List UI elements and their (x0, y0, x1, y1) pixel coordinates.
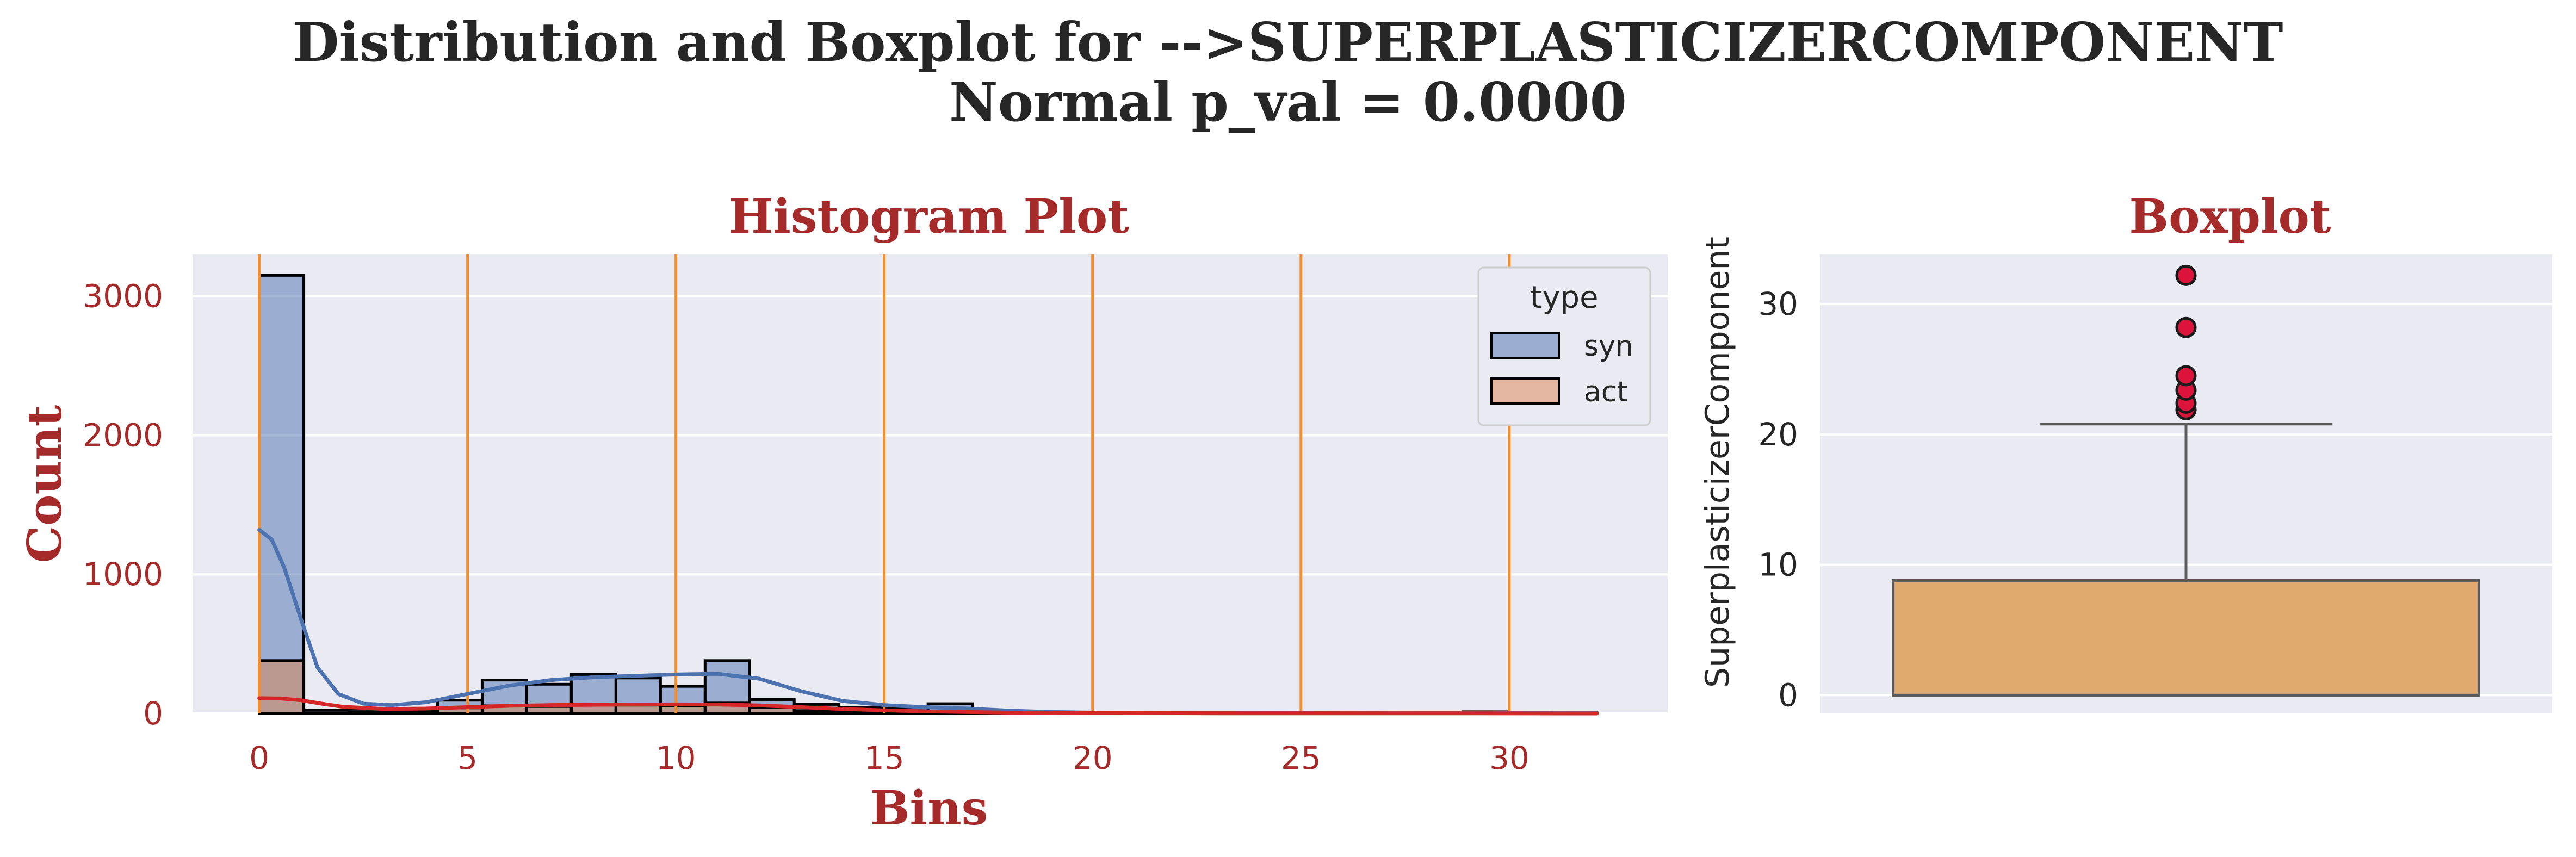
boxplot-title: Boxplot (2129, 189, 2331, 244)
hist-x-tick-label: 25 (1281, 740, 1321, 777)
boxplot-marks (1892, 264, 2480, 697)
histogram-y-axis-label: Count (17, 405, 72, 563)
kde-line-act (257, 696, 1599, 716)
legend-title: type (1530, 280, 1598, 315)
boxplot-y-ticks: 0 10 20 30 (1758, 285, 1798, 713)
histogram-panel: Histogram Plot 0 5 10 15 20 25 30 0 1000 2000 300… (17, 189, 1668, 836)
hist-x-tick-label: 10 (656, 740, 696, 777)
legend-swatch-syn (1490, 332, 1560, 359)
hist-bar-syn (258, 274, 306, 715)
hist-x-tick-label: 5 (457, 740, 478, 777)
box-outlier (2175, 264, 2197, 286)
box-iqr (1892, 579, 2480, 697)
legend-swatch-act (1490, 377, 1560, 405)
histogram-title: Histogram Plot (729, 189, 1129, 244)
hist-x-tick-label: 0 (249, 740, 269, 777)
legend-label-act: act (1584, 376, 1628, 408)
box-y-tick-label: 0 (1778, 676, 1798, 713)
box-y-tick-label: 20 (1758, 416, 1798, 453)
histogram-kde-curves (257, 527, 1599, 716)
boxplot-panel: Boxplot 0 10 20 30 SuperplasticizerComponen… (1699, 189, 2552, 713)
boxplot-y-axis-label: SuperplasticizerComponent (1699, 237, 1737, 688)
figure-title-line1: Distribution and Boxplot for -->SUPERPLA… (293, 11, 2283, 74)
hist-x-tick-label: 30 (1489, 740, 1530, 777)
histogram-x-axis-label: Bins (870, 781, 988, 836)
hist-bar-act (347, 710, 394, 715)
figure-title-line2: Normal p_val = 0.0000 (949, 71, 1627, 134)
legend-label-syn: syn (1584, 330, 1633, 363)
hist-bar-act (792, 709, 840, 715)
hist-bar-act (258, 659, 306, 715)
hist-x-tick-label: 20 (1073, 740, 1113, 777)
box-outlier (2175, 365, 2197, 387)
histogram-reference-lines (258, 254, 1511, 713)
hist-bar-act (659, 704, 707, 715)
histogram-x-ticks: 0 5 10 15 20 25 30 (249, 740, 1530, 777)
hist-y-tick-label: 1000 (83, 556, 163, 593)
hist-y-tick-label: 3000 (83, 278, 163, 315)
hist-y-tick-label: 2000 (83, 417, 163, 454)
histogram-legend: type syn act (1477, 266, 1651, 426)
box-outlier (2175, 316, 2197, 338)
hist-x-tick-label: 15 (864, 740, 905, 777)
box-y-tick-label: 30 (1758, 285, 1798, 322)
histogram-y-ticks: 0 1000 2000 3000 (83, 278, 163, 732)
hist-y-tick-label: 0 (143, 695, 163, 732)
histogram-plot-area (193, 254, 1668, 713)
box-y-tick-label: 10 (1758, 547, 1798, 583)
hist-bar-act (525, 705, 573, 715)
hist-bar-act (391, 710, 439, 715)
